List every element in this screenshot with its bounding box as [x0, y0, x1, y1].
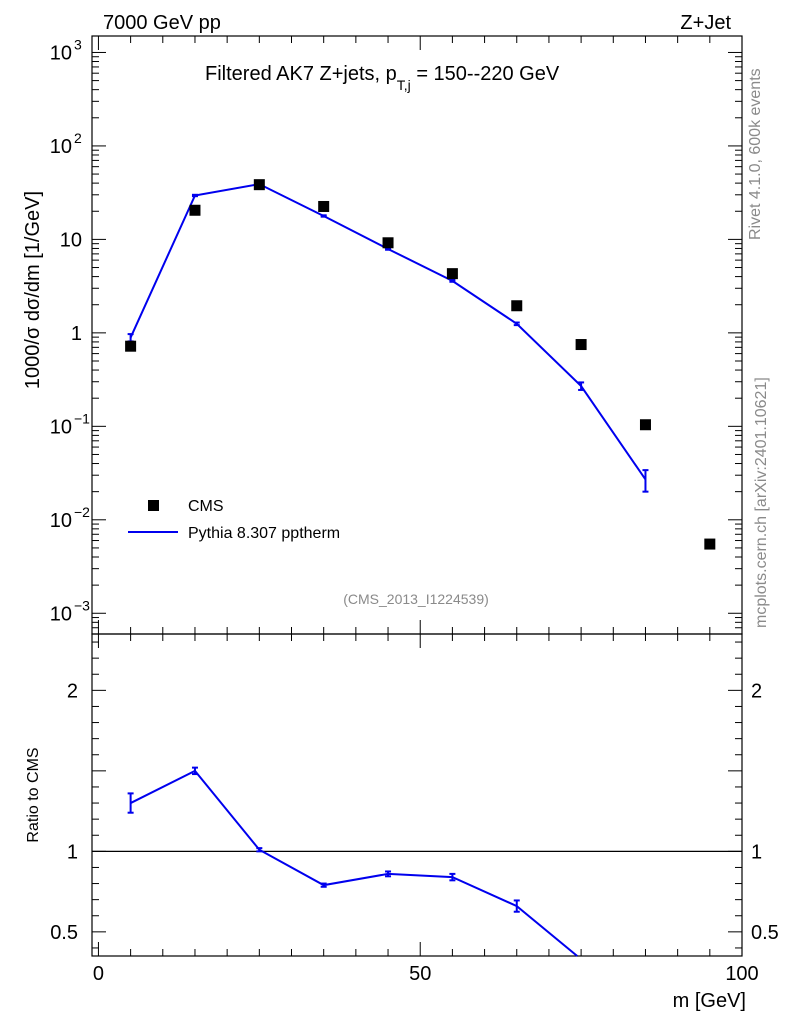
ratio-y-tick-label-right: 0.5 [751, 922, 779, 944]
main-y-tick-exponent: 2 [74, 130, 82, 146]
cms-data-point [575, 339, 587, 351]
x-tick-labels: 0 50 100 [93, 963, 759, 985]
main-y-tick-exponent: −2 [74, 504, 90, 520]
legend-label-pythia: Pythia 8.307 pptherm [188, 525, 340, 542]
main-y-tick-label: 10 [60, 229, 82, 251]
cms-data-point [511, 300, 523, 312]
x-tick-label: 100 [725, 963, 758, 985]
rivet-label: Rivet 4.1.0, 600k events [747, 68, 764, 240]
cms-data-point [318, 200, 330, 212]
cms-data-point [125, 340, 137, 352]
ratio-axis-ticks [92, 634, 743, 956]
cms-data-point [704, 538, 716, 550]
main-title-tail: = 150--220 GeV [411, 63, 560, 85]
cms-data-point [382, 237, 394, 249]
legend-marker-cms [148, 500, 159, 511]
main-y-tick-label: 10 [50, 42, 72, 64]
legend-label-cms: CMS [188, 498, 224, 515]
main-title-text: Filtered AK7 Z+jets, p [205, 63, 397, 85]
ratio-line [130, 769, 578, 957]
cms-data-point [446, 268, 458, 280]
ratio-y-tick-label: 1 [67, 841, 78, 863]
cms-data-point [639, 419, 651, 431]
ratio-y-tick-label-right: 2 [751, 680, 762, 702]
main-y-axis-label: 1000/σ dσ/dm [1/GeV] [22, 191, 44, 389]
ratio-series-layer [92, 766, 742, 957]
x-tick-label: 50 [409, 963, 431, 985]
main-y-tick-label: 10 [50, 603, 72, 625]
ratio-y-tick-label: 0.5 [50, 922, 78, 944]
main-y-tick-label: 10 [50, 136, 72, 158]
header-right: Z+Jet [680, 12, 731, 34]
main-title-subscript: T,j [397, 77, 411, 93]
ratio-panel-frame [91, 633, 743, 957]
ratio-y-tick-labels: 0.5 0.5 1 1 2 2 [50, 680, 779, 944]
pythia-line [129, 183, 647, 481]
cms-data-point [253, 179, 265, 191]
ratio-y-tick-label-right: 1 [751, 841, 762, 863]
analysis-tag: (CMS_2013_I1224539) [343, 591, 489, 607]
mcplots-label: mcplots.cern.ch [arXiv:2401.10621] [753, 377, 770, 628]
main-title: Filtered AK7 Z+jets, pT,j = 150--220 GeV [205, 63, 560, 93]
ratio-y-axis-label: Ratio to CMS [25, 747, 42, 842]
x-tick-label: 0 [93, 963, 104, 985]
main-axis-ticks [92, 36, 743, 635]
main-y-tick-label: 10 [50, 416, 72, 438]
main-y-tick-label: 10 [50, 510, 72, 532]
main-y-tick-exponent: −3 [74, 597, 90, 613]
cms-data-point [189, 204, 201, 216]
main-series-layer [125, 179, 716, 550]
x-axis-label: m [GeV] [673, 990, 746, 1012]
main-y-tick-exponent: −1 [74, 410, 90, 426]
legend: CMS Pythia 8.307 pptherm [128, 498, 340, 542]
main-y-tick-label: 1 [71, 323, 82, 345]
main-panel-frame [91, 35, 743, 635]
header-left: 7000 GeV pp [103, 12, 221, 34]
main-y-tick-exponent: 3 [74, 36, 82, 52]
ratio-y-tick-label: 2 [67, 680, 78, 702]
